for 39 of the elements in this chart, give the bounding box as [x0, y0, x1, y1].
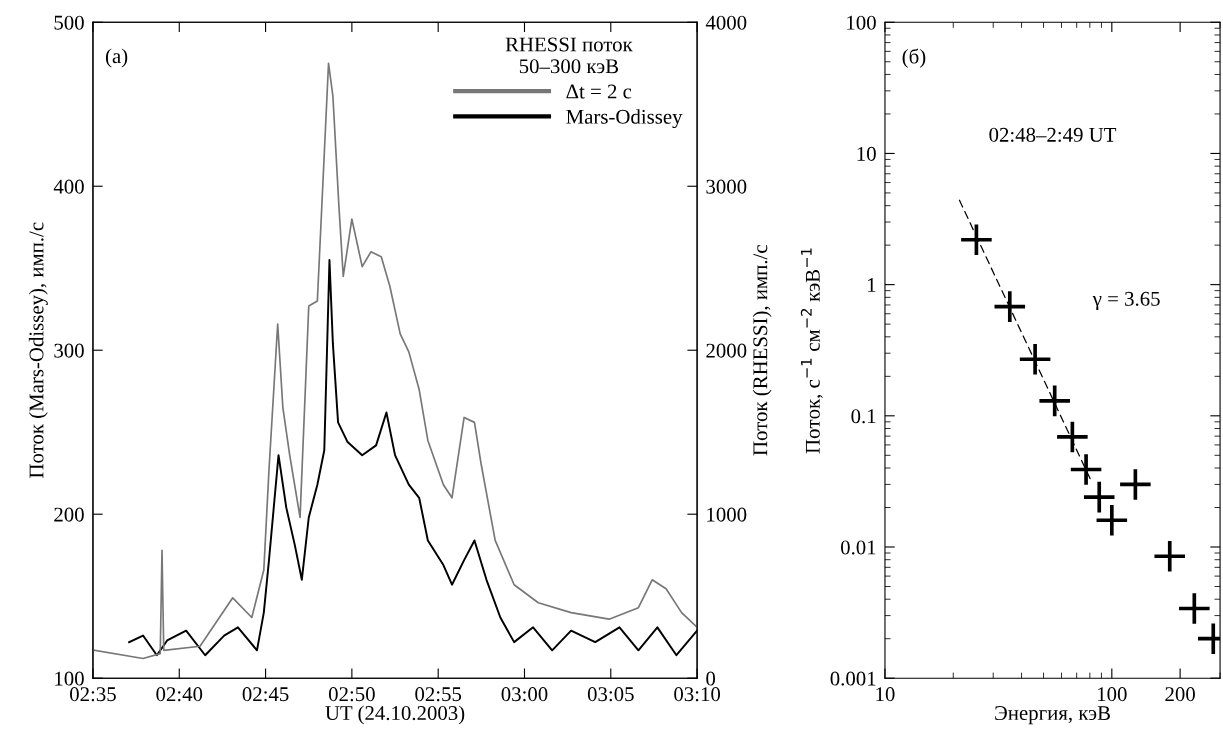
legend-title: RHESSI поток 50–300 кэВ	[505, 37, 633, 74]
y-tick-label: 1	[868, 278, 876, 292]
x-tick-label: 100	[1098, 687, 1127, 702]
y-tick-label: 0.01	[840, 540, 876, 555]
y2-tick-label: 0	[706, 671, 716, 686]
x-tick-label: 02:50	[328, 687, 375, 702]
y2-tick-label: 4000	[705, 15, 747, 30]
legend-label: Δt = 2 с	[566, 84, 632, 99]
legend-label: Mars-Odissey	[566, 109, 683, 129]
y2-tick-label: 1000	[707, 507, 747, 522]
y-tick-label: 300	[54, 343, 84, 358]
y-tick-label: 100	[847, 15, 876, 30]
y-tick-label: 400	[53, 179, 84, 194]
y-axis-title: Поток, с$^{−1}$ см$^{−2}$ кэВ$^{−1}$	[800, 248, 823, 454]
y-axis-title: Поток (Mars-Odissey), имп./с	[28, 222, 48, 478]
annotation: γ = 3.65	[1092, 291, 1160, 311]
y-tick-label: 500	[54, 15, 84, 30]
annotation: (a)	[105, 48, 128, 68]
y-tick-label: 200	[54, 507, 84, 522]
y2-tick-label: 3000	[706, 179, 747, 194]
annotation: 02:48–2:49 UT	[989, 127, 1117, 142]
y-tick-label: 0.1	[851, 409, 876, 424]
x-tick-label: 10	[876, 687, 895, 702]
y2-tick-label: 2000	[706, 343, 747, 358]
y-tick-label: 10	[857, 146, 876, 161]
x-tick-label: 03:00	[501, 687, 548, 702]
x-tick-label: 02:40	[156, 687, 203, 702]
y2-axis-title: Поток (RHESSI), имп./с	[752, 245, 772, 456]
x-tick-label: 03:10	[674, 687, 721, 702]
x-tick-label: 02:45	[242, 687, 289, 702]
x-tick-label: 02:55	[415, 687, 462, 702]
x-axis-title: Энергия, кэВ	[995, 706, 1110, 725]
x-axis-title: UT (24.10.2003)	[325, 705, 465, 725]
x-tick-label: 02:35	[70, 687, 116, 702]
y-tick-label: 0.001	[830, 671, 876, 686]
y-tick-label: 100	[55, 671, 84, 686]
x-tick-label: 03:05	[587, 687, 634, 702]
x-tick-label: 200	[1165, 687, 1195, 702]
annotation: (б)	[902, 48, 926, 68]
